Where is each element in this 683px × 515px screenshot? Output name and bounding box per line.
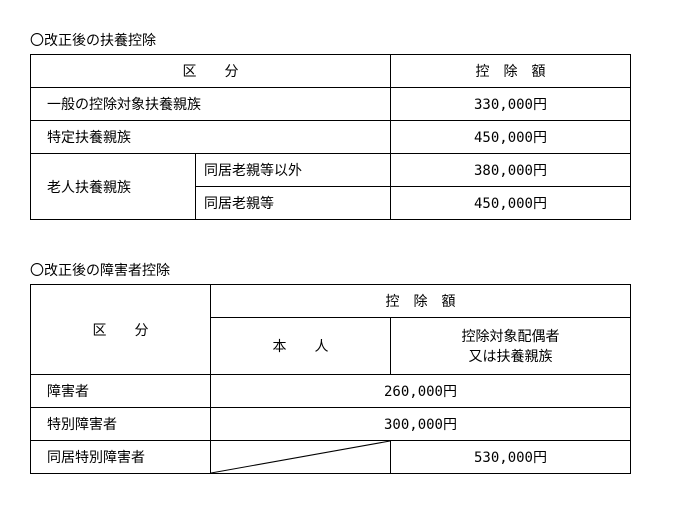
section1-title: 〇改正後の扶養控除 — [30, 30, 653, 50]
row3-amount2: 450,000円 — [391, 187, 631, 220]
row2-label: 特定扶養親族 — [31, 121, 391, 154]
diagonal-line-icon — [211, 441, 390, 473]
row2-amount: 450,000円 — [391, 121, 631, 154]
sub-spouse: 控除対象配偶者 又は扶養親族 — [391, 318, 631, 375]
row1-label-2: 障害者 — [31, 375, 211, 408]
section2-title: 〇改正後の障害者控除 — [30, 260, 653, 280]
table-row: 区 分 控 除 額 — [31, 55, 631, 88]
row1-amount-2: 260,000円 — [211, 375, 631, 408]
row3-amount1: 380,000円 — [391, 154, 631, 187]
row3-sub1: 同居老親等以外 — [196, 154, 391, 187]
table-row: 同居特別障害者 530,000円 — [31, 441, 631, 474]
header-amount: 控 除 額 — [391, 55, 631, 88]
row1-label: 一般の控除対象扶養親族 — [31, 88, 391, 121]
sub-person: 本 人 — [211, 318, 391, 375]
sub-spouse-line1: 控除対象配偶者 — [399, 326, 622, 346]
header-category: 区 分 — [31, 55, 391, 88]
table-row: 障害者 260,000円 — [31, 375, 631, 408]
table-row: 特別障害者 300,000円 — [31, 408, 631, 441]
row3-amount-2: 530,000円 — [391, 441, 631, 474]
row2-amount-2: 300,000円 — [211, 408, 631, 441]
row3-label-2: 同居特別障害者 — [31, 441, 211, 474]
table-row: 一般の控除対象扶養親族 330,000円 — [31, 88, 631, 121]
table-row: 特定扶養親族 450,000円 — [31, 121, 631, 154]
diagonal-cell — [211, 441, 391, 474]
row2-label-2: 特別障害者 — [31, 408, 211, 441]
table-row: 老人扶養親族 同居老親等以外 380,000円 — [31, 154, 631, 187]
table-disability: 区 分 控 除 額 本 人 控除対象配偶者 又は扶養親族 障害者 260,000… — [30, 284, 631, 474]
header-amount-2: 控 除 額 — [211, 285, 631, 318]
table-dependents: 区 分 控 除 額 一般の控除対象扶養親族 330,000円 特定扶養親族 45… — [30, 54, 631, 220]
row3-sub2: 同居老親等 — [196, 187, 391, 220]
table-row: 区 分 控 除 額 — [31, 285, 631, 318]
row3-label: 老人扶養親族 — [31, 154, 196, 220]
header-category-2: 区 分 — [31, 285, 211, 375]
sub-spouse-line2: 又は扶養親族 — [399, 346, 622, 366]
row1-amount: 330,000円 — [391, 88, 631, 121]
